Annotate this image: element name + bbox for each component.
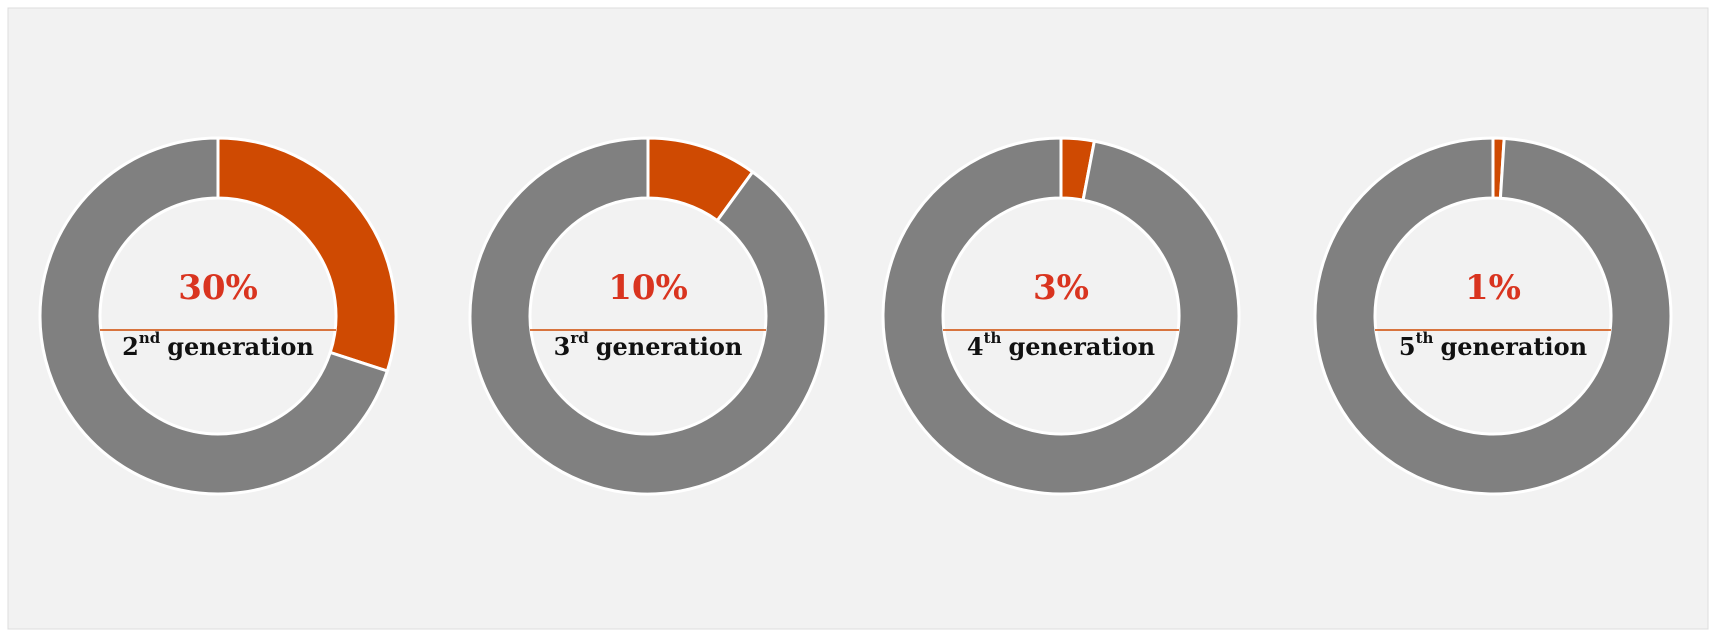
generation-number: 2 xyxy=(122,332,139,361)
percent-label: 1% xyxy=(1465,268,1521,308)
donut-segment xyxy=(468,136,828,496)
generation-text: generation xyxy=(1440,332,1587,361)
generation-suffix: th xyxy=(1416,329,1434,347)
generation-label: 5th generation xyxy=(1399,329,1587,361)
donut-chart: 3% 4th generation xyxy=(881,136,1241,496)
generation-label: 3rd generation xyxy=(554,329,743,361)
percent-label: 3% xyxy=(1033,268,1089,308)
donut-segment xyxy=(881,136,1241,496)
generation-number: 5 xyxy=(1399,332,1416,361)
generation-label: 4th generation xyxy=(967,329,1155,361)
generation-text: generation xyxy=(1008,332,1155,361)
donut-segment xyxy=(216,136,398,373)
donut-chart: 10% 3rd generation xyxy=(468,136,828,496)
donut-segment xyxy=(1313,136,1673,496)
generation-text: generation xyxy=(167,332,314,361)
generation-suffix: th xyxy=(984,329,1002,347)
generation-suffix: nd xyxy=(139,329,161,347)
percent-label: 30% xyxy=(178,268,258,308)
percent-label: 10% xyxy=(608,268,688,308)
generation-suffix: rd xyxy=(570,329,589,347)
generation-number: 3 xyxy=(554,332,571,361)
generation-text: generation xyxy=(596,332,743,361)
donut-chart: 1% 5th generation xyxy=(1313,136,1673,496)
generation-number: 4 xyxy=(967,332,984,361)
donut-chart: 30% 2nd generation xyxy=(38,136,398,496)
panel xyxy=(7,7,1709,630)
donut-segment xyxy=(38,136,390,496)
generation-label: 2nd generation xyxy=(122,329,314,361)
